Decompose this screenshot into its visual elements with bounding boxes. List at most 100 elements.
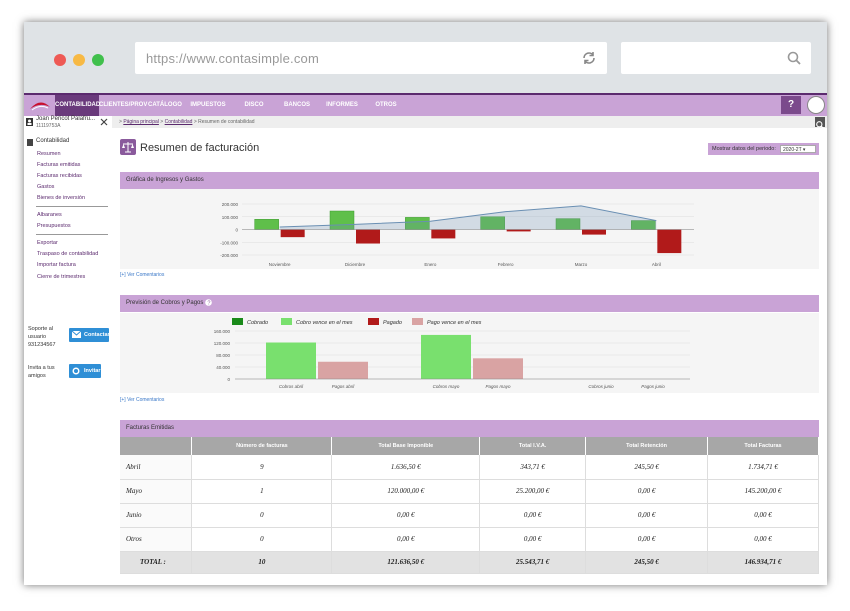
mail-icon [72,331,81,338]
sidebar-item-resumen[interactable]: Resumen [37,151,61,157]
table-col-header [120,437,193,455]
chart1-ytick-label: -200.000 [220,253,238,258]
chart2-ytick-label: 0 [227,377,230,382]
table-cell: 0,00 € [707,527,819,552]
close-window-dot[interactable] [54,54,66,66]
table-row: Otros 0 0,00 €0,00 €0,00 €0,00 € [120,527,819,552]
contact-button[interactable]: Contactar [69,328,110,342]
chart2-comments-link[interactable]: [+] Ver Comentarios [120,397,165,403]
chart2-legend-label: Cobro vence en el mes [296,320,353,326]
chart2-legend-label: Cobrado [247,320,268,326]
browser-search-box[interactable] [621,42,811,74]
sidebar-divider [36,206,108,207]
nav-otros[interactable]: OTROS [375,102,397,108]
breadcrumb-home[interactable]: Página principal [123,119,159,125]
sidebar-item-gastos[interactable]: Gastos [37,184,55,190]
table-cell: 145.200,00 € [707,479,819,504]
user-avatar[interactable] [807,96,825,114]
table-cell: 121.636,50 € [331,551,481,574]
sidebar-item-bienes-inversion[interactable]: Bienes de inversión [37,195,86,201]
main-nav: CONTABILIDAD CLIENTES/PROV CATÁLOGO IMPU… [24,93,827,129]
chart1-expense-bar [431,229,456,239]
chart2-ytick-label: 80.000 [216,353,230,358]
info-icon[interactable]: ? [205,299,212,307]
chart2-xtick-label: Pagos abril [332,384,356,389]
table-cell: 245,50 € [585,455,709,480]
sidebar-item-facturas-recibidas[interactable]: Facturas recibidas [37,173,82,179]
chart2-header: Previsión de Cobros y Pagos ? [120,295,819,312]
breadcrumb-search-button[interactable] [815,117,825,129]
nav-catalogo[interactable]: CATÁLOGO [148,102,182,108]
chart2-ytick-label: 160.000 [214,329,231,334]
invite-button[interactable]: Invitar [69,364,101,378]
table-row-label: Mayo [120,479,193,504]
chart1-header: Gráfica de Ingresos y Gastos [120,172,819,189]
period-dropdown[interactable]: 2020-2T ▾ [780,145,816,153]
table-cell: 1.636,50 € [331,455,481,480]
table-cell: 1 [191,479,333,504]
app-frame: https://www.contasimple.com CONTABILIDAD… [24,22,827,585]
nav-clientes-prov[interactable]: CLIENTES/PROV [99,102,148,108]
invoices-table: Número de facturas Total Base Imponible … [120,437,819,574]
chart1-expense-bar [506,229,531,232]
table-cell: 146.934,71 € [707,551,819,574]
reload-icon[interactable] [581,50,597,66]
table-row: Junio 0 0,00 €0,00 €0,00 €0,00 € [120,503,819,528]
help-button[interactable]: ? [781,96,801,114]
nav-disco-virtual[interactable]: DISCO VIRTUAL [241,102,267,129]
nav-contabilidad[interactable]: CONTABILIDAD [55,95,100,116]
sidebar-item-albaranes[interactable]: Albaranes [37,212,62,218]
table-cell: 0 [191,503,333,528]
table-total-row: TOTAL :10 121.636,50 €25.543,71 €245,50 €… [120,551,819,574]
table-row: Abril 9 1.636,50 €343,71 €245,50 €1.734,71… [120,455,819,480]
user-icon [26,118,33,126]
nav-informes[interactable]: INFORMES [326,102,358,108]
table-header: Facturas Emitidas [120,420,819,437]
sidebar-item-facturas-emitidas[interactable]: Facturas emitidas [37,162,81,168]
chart1-balance-line [279,205,657,228]
table-row-label: Junio [120,503,193,528]
minimize-window-dot[interactable] [73,54,85,66]
table-cell: 0,00 € [585,503,709,528]
nav-bancos[interactable]: BANCOS [283,102,310,108]
chart2-bar [473,358,523,379]
search-icon [816,121,824,129]
collapse-sidebar-icon[interactable] [100,118,108,126]
chart1-xtick-label: Noviembre [269,262,291,267]
chart2-xtick-label: Cobros abril [279,384,304,389]
sidebar-item-presupuestos[interactable]: Presupuestos [37,223,71,229]
invite-text: Invita a tus amigos [28,365,55,379]
nav-impuestos[interactable]: IMPUESTOS [190,102,226,108]
sidebar-item-importar-factura[interactable]: Importar factura [37,262,76,268]
address-bar[interactable]: https://www.contasimple.com [135,42,607,74]
chart2-bar [421,334,471,379]
chart1-expense-bar [657,229,682,254]
table-cell: 0,00 € [479,527,587,552]
chart1-ytick-label: 100.000 [222,215,239,220]
chart1-xtick-label: Marzo [575,262,588,267]
chart2-bar [266,342,316,379]
sidebar-divider [36,234,108,235]
search-icon[interactable] [787,51,801,65]
user-id: 11119753A [36,123,61,129]
chart2-xtick-label: Pagos mayo [485,384,511,389]
chart1-comments-link[interactable]: [+] Ver Comentarios [120,272,165,278]
chart2-legend-swatch [412,318,423,325]
chart1-income-bar [254,219,279,230]
table-row-label: Abril [120,455,193,480]
maximize-window-dot[interactable] [92,54,104,66]
table-col-header: Número de facturas [191,437,333,455]
breadcrumb-contabilidad[interactable]: Contabilidad [164,119,193,125]
browser-chrome: https://www.contasimple.com [24,22,827,93]
sidebar-item-exportar[interactable]: Exportar [37,240,58,246]
sidebar: Joan Pericot Palafru... 11119753A Contab… [24,116,112,585]
sidebar-item-cierre-trimestres[interactable]: Cierre de trimestres [37,274,86,280]
table-cell: 9 [191,455,333,480]
table-row-label: Otros [120,527,193,552]
table-col-header: Total Retención [585,437,709,455]
chart1-expense-bar [356,229,380,244]
contasimple-logo-icon[interactable] [28,97,52,113]
sidebar-item-traspaso[interactable]: Traspaso de contabilidad [37,251,99,257]
chart1-ytick-label: 0 [235,228,238,233]
chart1-expense-bar [280,229,305,238]
